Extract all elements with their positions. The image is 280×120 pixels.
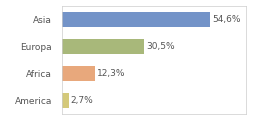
Text: 12,3%: 12,3% (97, 69, 125, 78)
Bar (62, 66, 95, 81)
Bar (62, 39, 144, 54)
Bar (62, 12, 210, 27)
Text: 30,5%: 30,5% (146, 42, 175, 51)
Text: 2,7%: 2,7% (71, 96, 94, 105)
Bar (62, 93, 69, 108)
Text: 54,6%: 54,6% (212, 15, 241, 24)
